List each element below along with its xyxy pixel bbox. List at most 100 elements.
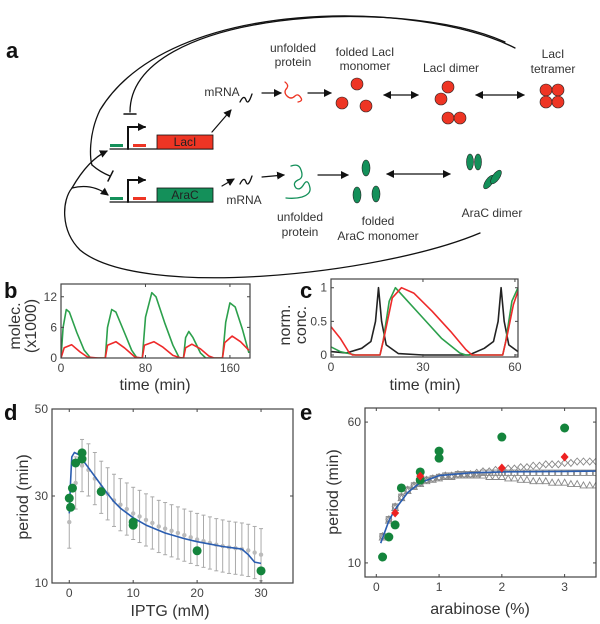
chart-b: 0 80 160 0 6 12 time (min) molec. (x1000) [7, 283, 251, 394]
axes-frame [60, 283, 251, 359]
data-point-open-diamond [504, 464, 512, 473]
mean-point [79, 463, 85, 468]
mean-point [143, 517, 149, 523]
data-point-open-diamond [579, 457, 588, 466]
series-line-0 [331, 286, 518, 356]
x-tick-label: 80 [139, 361, 153, 375]
plot-area [64, 438, 266, 582]
laci-tetramer-label-1: LacI [542, 47, 565, 61]
data-point-open-diamond [517, 462, 525, 472]
laci-unfolded-protein-icon [284, 81, 303, 103]
y-tick-label: 60 [348, 415, 362, 429]
mean-point [124, 506, 129, 512]
data-point-open-triangle [510, 473, 519, 482]
data-point [67, 483, 77, 493]
axes-frame [330, 278, 519, 358]
laci-gene [156, 134, 214, 150]
mean-point [162, 526, 168, 531]
data-point-open-triangle [522, 475, 532, 483]
data-point-open-triangle [579, 481, 588, 489]
transcription-arrow-arac [221, 178, 235, 187]
arac-unfolded-label-1: unfolded [277, 210, 323, 224]
data-point-open-diamond [554, 460, 562, 469]
data-point [256, 566, 266, 576]
mean-point [73, 480, 78, 486]
y-axis-label: norm. [277, 305, 294, 346]
gene-circuit-diagram: LacI AraC mRNA unfolded protein folded L… [63, 15, 575, 279]
laci-monomer-label-2: monomer [340, 59, 391, 73]
laci-monomer-icons [335, 77, 373, 113]
data-point-open-triangle [491, 472, 500, 480]
data-point-open-triangle [466, 471, 475, 479]
activation-arrow-laci [71, 150, 108, 189]
data-point-open-triangle [554, 478, 563, 486]
mean-point [194, 537, 200, 542]
laci-monomer-label-1: folded LacI [336, 45, 395, 59]
laci-unfolded-label-1: unfolded [270, 41, 316, 55]
data-point [434, 453, 444, 463]
chart-e: 0 1 2 3 10 60 arabinose (%) period (min) [325, 407, 597, 618]
y-tick-label: 50 [35, 402, 49, 416]
series-line-1 [61, 335, 250, 358]
data-point-diamond [497, 463, 506, 473]
data-point-open-square [548, 469, 556, 476]
data-point-open-diamond [573, 457, 581, 466]
data-point [77, 454, 87, 464]
data-point-open-diamond [542, 460, 550, 469]
data-point [396, 483, 406, 493]
arac-dimer-label: AraC dimer [462, 206, 523, 220]
data-point-open-triangle [585, 481, 594, 489]
mean-point [67, 519, 72, 525]
panel-label-b: b [4, 278, 17, 303]
arac-monomer-label-2: AraC monomer [337, 229, 418, 243]
data-point-open-triangle [566, 479, 575, 487]
series-line-2 [331, 286, 518, 356]
data-point-open-diamond [548, 460, 556, 469]
y-tick-label: 1 [320, 281, 327, 295]
y-tick-label: 0.5 [310, 314, 327, 328]
series-line-0 [61, 291, 250, 358]
laci-unfolded-label-2: protein [275, 55, 312, 69]
y-axis-label: molec. [7, 302, 24, 349]
data-point-open-triangle [547, 478, 557, 486]
data-point-open-triangle [560, 478, 569, 486]
y-tick-label: 0 [320, 348, 327, 362]
laci-mrna-icon [239, 93, 253, 103]
x-tick-label: 30 [416, 360, 430, 374]
inhibition-bar-arac [107, 170, 114, 182]
y-axis-label: (x1000) [23, 299, 40, 353]
arac-promoter-arrow-icon [127, 176, 146, 203]
data-point-open-triangle [485, 472, 494, 480]
panel-label-d: d [4, 400, 17, 425]
laci-operator-site [133, 144, 146, 147]
series-line-0 [68, 451, 262, 565]
activation-arrow-arac [71, 185, 109, 196]
data-point [378, 552, 388, 562]
data-point-open-diamond [529, 461, 537, 470]
data-point [497, 432, 507, 442]
arac-mrna-label: mRNA [226, 193, 261, 207]
mean-point [130, 511, 136, 516]
laci-dimer-label: LacI dimer [423, 61, 479, 75]
mean-point [246, 548, 251, 553]
arac-mrna-icon [239, 175, 253, 185]
data-point-open-triangle [435, 473, 444, 482]
data-point-open-triangle [453, 471, 462, 479]
x-tick-label: 0 [66, 586, 73, 600]
data-point-open-triangle [447, 472, 456, 480]
data-point [560, 423, 570, 433]
data-point-open-triangle [460, 471, 469, 479]
y-tick-label: 10 [348, 556, 362, 570]
x-tick-label: 160 [220, 361, 240, 375]
x-tick-label: 2 [498, 580, 505, 594]
data-point-open-diamond [535, 461, 544, 470]
data-point [384, 532, 394, 542]
data-point-open-square [567, 469, 575, 476]
transcription-arrow-laci [211, 109, 232, 133]
data-point [192, 546, 202, 556]
chart-d: 0 10 20 30 10 30 50 IPTG (mM) period (min) [15, 402, 294, 620]
data-point-open-square [536, 469, 543, 476]
x-axis-label: time (min) [389, 377, 460, 394]
